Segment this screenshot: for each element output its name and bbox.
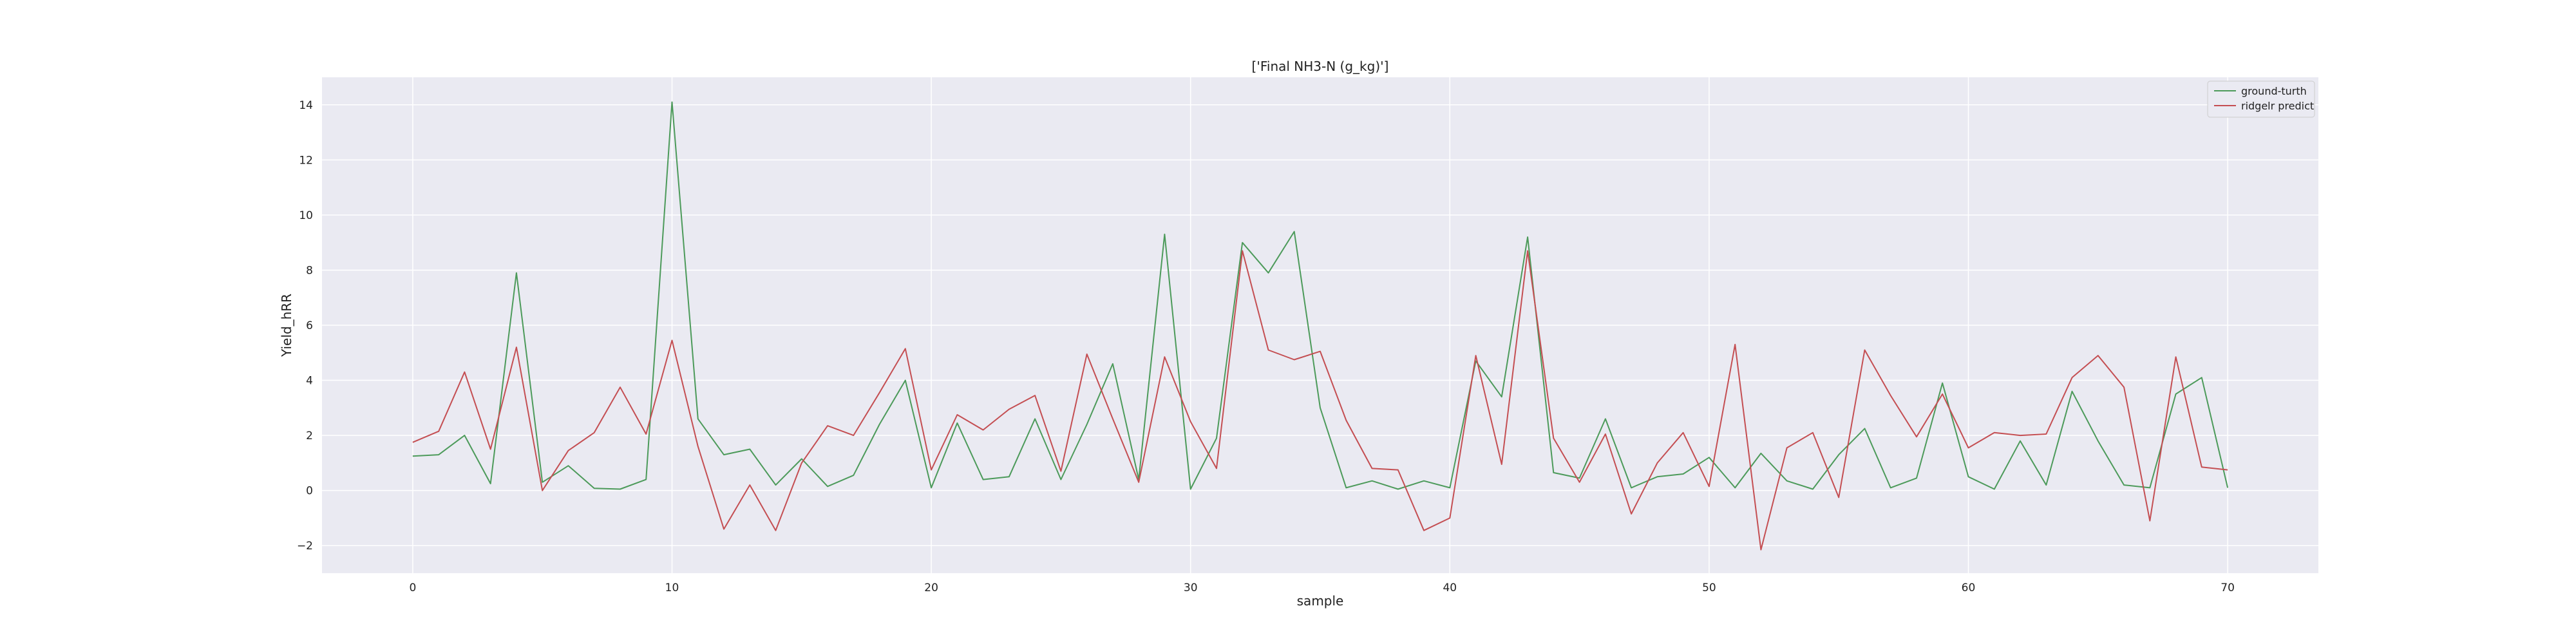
grid <box>322 77 2318 573</box>
y-tick-label: 0 <box>306 485 313 498</box>
y-tick-label: −2 <box>297 540 313 553</box>
series-line-ground-turth <box>412 101 2229 490</box>
legend-label-ridgelr-predict: ridgelr predict <box>2241 100 2314 112</box>
chart-title: ['Final NH3-N (g_kg)'] <box>1252 59 1389 74</box>
y-tick-label: 12 <box>299 154 313 167</box>
x-tick-label: 40 <box>1443 582 1457 594</box>
x-axis-label: sample <box>1297 593 1344 609</box>
series-line-ridgelr-predict <box>412 250 2228 551</box>
y-tick-label: 8 <box>306 264 313 277</box>
y-tick-label: 4 <box>306 375 313 388</box>
x-tick-label: 20 <box>924 582 938 594</box>
series-lines <box>412 101 2229 551</box>
tick-labels: 0 10 20 30 40 50 60 70 −2 0 2 4 6 8 10 12 14 <box>297 99 2235 594</box>
x-tick-label: 30 <box>1184 582 1198 594</box>
x-tick-label: 10 <box>665 582 679 594</box>
x-tick-label: 50 <box>1702 582 1716 594</box>
x-tick-label: 0 <box>409 582 416 594</box>
y-tick-label: 14 <box>299 99 313 112</box>
y-tick-label: 10 <box>299 209 313 222</box>
y-tick-label: 2 <box>306 430 313 442</box>
y-tick-label: 6 <box>306 319 313 332</box>
y-axis-label: Yield_hRR <box>279 294 294 357</box>
legend-label-ground-turth: ground-turth <box>2241 85 2307 97</box>
x-tick-label: 70 <box>2221 582 2235 594</box>
legend: ground-turth ridgelr predict <box>2207 80 2315 118</box>
x-tick-label: 60 <box>1962 582 1976 594</box>
